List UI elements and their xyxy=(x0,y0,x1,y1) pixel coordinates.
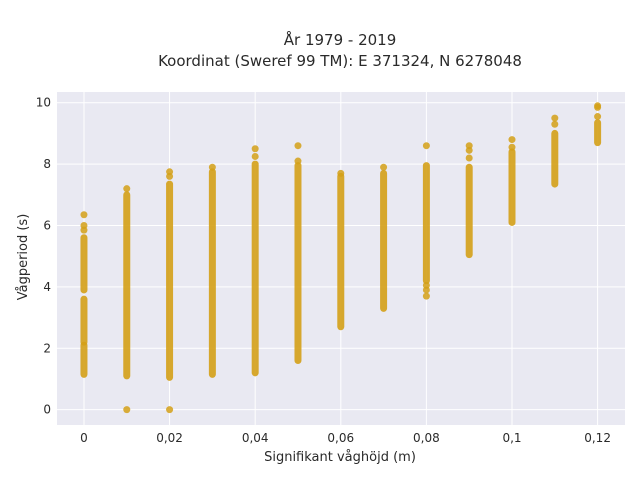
y-tick-label: 2 xyxy=(43,341,51,355)
data-point xyxy=(380,163,388,171)
data-point xyxy=(422,142,430,150)
data-point xyxy=(594,102,602,110)
x-tick-label: 0 xyxy=(80,431,88,445)
data-point xyxy=(80,211,88,219)
data-point xyxy=(422,292,430,300)
x-tick-label: 0,1 xyxy=(502,431,521,445)
x-tick-label: 0,06 xyxy=(327,431,354,445)
data-point xyxy=(551,120,559,128)
data-point xyxy=(508,136,516,144)
data-point xyxy=(422,281,430,289)
data-point xyxy=(465,142,473,150)
data-point xyxy=(251,152,259,160)
data-point xyxy=(166,406,174,414)
y-axis-label: Vågperiod (s) xyxy=(16,214,31,301)
y-tick-label: 4 xyxy=(43,280,51,294)
y-tick-label: 10 xyxy=(36,96,51,110)
data-point xyxy=(294,142,302,150)
x-axis-label: Signifikant våghöjd (m) xyxy=(264,450,416,465)
y-tick-label: 6 xyxy=(43,219,51,233)
y-tick-label: 8 xyxy=(43,157,51,171)
data-point xyxy=(337,169,345,177)
data-point xyxy=(166,168,174,176)
x-tick-label: 0,04 xyxy=(242,431,269,445)
data-point xyxy=(251,145,259,153)
data-points xyxy=(80,102,602,414)
tick-labels: 0 0,02 0,04 0,06 0,08 0,1 0,12 0 2 4 6 8 10 xyxy=(36,96,611,445)
data-point xyxy=(551,114,559,122)
data-point xyxy=(594,113,602,121)
data-point xyxy=(465,154,473,162)
x-tick-label: 0,12 xyxy=(584,431,611,445)
x-tick-label: 0,08 xyxy=(413,431,440,445)
data-point xyxy=(294,157,302,165)
data-point xyxy=(123,406,131,414)
chart-title: År 1979 - 2019 xyxy=(284,30,397,49)
data-point xyxy=(80,222,88,230)
data-point xyxy=(508,143,516,151)
x-tick-label: 0,02 xyxy=(156,431,183,445)
chart-subtitle: Koordinat (Sweref 99 TM): E 371324, N 62… xyxy=(158,52,522,70)
data-point xyxy=(208,163,216,171)
y-tick-label: 0 xyxy=(43,403,51,417)
data-point xyxy=(123,185,131,193)
